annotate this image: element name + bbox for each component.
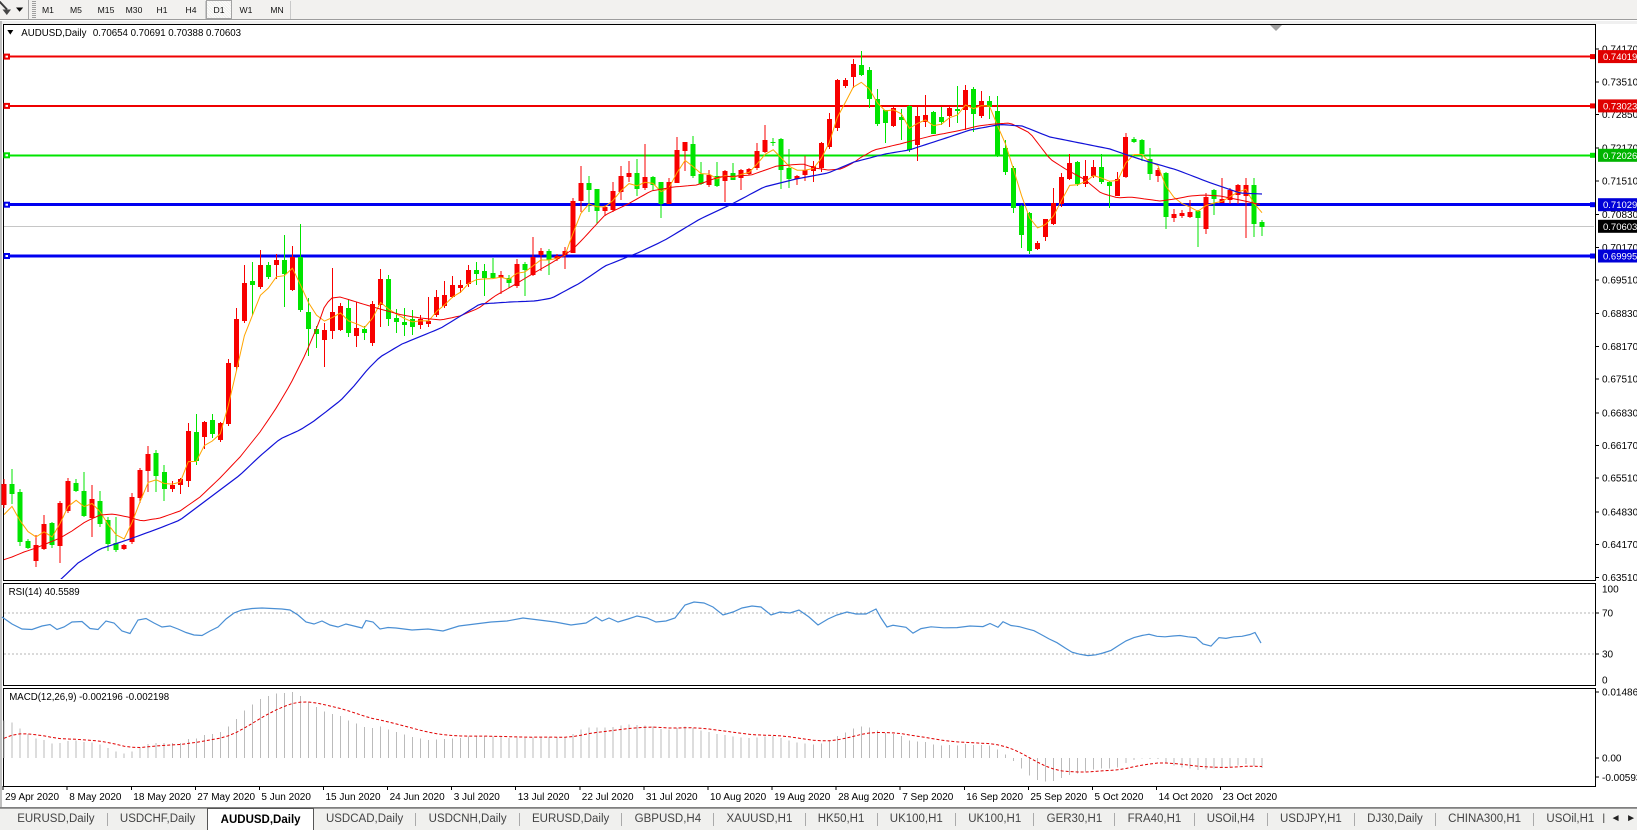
svg-text:19 Aug 2020: 19 Aug 2020 — [774, 792, 831, 803]
svg-text:0.66170: 0.66170 — [1602, 441, 1637, 452]
svg-text:5 Oct 2020: 5 Oct 2020 — [1095, 792, 1144, 803]
svg-text:7 Sep 2020: 7 Sep 2020 — [902, 792, 954, 803]
svg-text:0.014861: 0.014861 — [1602, 688, 1637, 699]
svg-text:5 Jun 2020: 5 Jun 2020 — [261, 792, 311, 803]
svg-text:0.64170: 0.64170 — [1602, 540, 1637, 551]
svg-text:0.67510: 0.67510 — [1602, 375, 1637, 386]
svg-text:RSI(14) 40.5589: RSI(14) 40.5589 — [9, 587, 80, 598]
svg-text:16 Sep 2020: 16 Sep 2020 — [966, 792, 1023, 803]
svg-text:0: 0 — [1602, 675, 1608, 686]
svg-text:27 May 2020: 27 May 2020 — [197, 792, 255, 803]
svg-text:0.00: 0.00 — [1602, 754, 1622, 765]
svg-text:23 Oct 2020: 23 Oct 2020 — [1223, 792, 1278, 803]
svg-text:0.70654 0.70691 0.70388 0.7060: 0.70654 0.70691 0.70388 0.70603 — [93, 28, 241, 39]
svg-text:10 Aug 2020: 10 Aug 2020 — [710, 792, 767, 803]
svg-text:0.65510: 0.65510 — [1602, 474, 1637, 485]
svg-text:-0.005938: -0.005938 — [1602, 773, 1637, 784]
svg-text:8 May 2020: 8 May 2020 — [69, 792, 122, 803]
svg-text:0.70830: 0.70830 — [1602, 210, 1637, 221]
svg-text:25 Sep 2020: 25 Sep 2020 — [1030, 792, 1087, 803]
svg-text:24 Jun 2020: 24 Jun 2020 — [390, 792, 445, 803]
svg-text:0.66830: 0.66830 — [1602, 408, 1637, 419]
svg-text:0.68170: 0.68170 — [1602, 342, 1637, 353]
svg-text:AUDUSD,Daily: AUDUSD,Daily — [21, 28, 86, 39]
svg-text:0.72026: 0.72026 — [1603, 151, 1637, 162]
svg-text:0.69510: 0.69510 — [1602, 276, 1637, 287]
svg-text:0.70170: 0.70170 — [1602, 243, 1637, 254]
svg-text:0.73510: 0.73510 — [1602, 77, 1637, 88]
svg-text:0.71029: 0.71029 — [1603, 200, 1637, 211]
svg-text:0.70603: 0.70603 — [1603, 222, 1637, 233]
svg-text:29 Apr 2020: 29 Apr 2020 — [5, 792, 59, 803]
svg-text:15 Jun 2020: 15 Jun 2020 — [326, 792, 381, 803]
svg-text:70: 70 — [1602, 609, 1614, 620]
svg-text:0.72850: 0.72850 — [1602, 110, 1637, 121]
svg-text:14 Oct 2020: 14 Oct 2020 — [1159, 792, 1214, 803]
svg-text:0.64830: 0.64830 — [1602, 507, 1637, 518]
svg-text:0.71510: 0.71510 — [1602, 176, 1637, 187]
svg-text:28 Aug 2020: 28 Aug 2020 — [838, 792, 895, 803]
svg-text:30: 30 — [1602, 649, 1614, 660]
svg-text:100: 100 — [1602, 585, 1619, 596]
svg-text:31 Jul 2020: 31 Jul 2020 — [646, 792, 698, 803]
svg-text:3 Jul 2020: 3 Jul 2020 — [454, 792, 501, 803]
svg-text:0.73023: 0.73023 — [1603, 101, 1637, 112]
svg-text:0.68830: 0.68830 — [1602, 309, 1637, 320]
svg-text:0.74019: 0.74019 — [1603, 52, 1637, 63]
svg-text:18 May 2020: 18 May 2020 — [133, 792, 191, 803]
svg-text:22 Jul 2020: 22 Jul 2020 — [582, 792, 634, 803]
svg-text:0.63510: 0.63510 — [1602, 573, 1637, 584]
svg-text:0.69995: 0.69995 — [1603, 252, 1637, 263]
svg-text:13 Jul 2020: 13 Jul 2020 — [518, 792, 570, 803]
svg-text:MACD(12,26,9) -0.002196 -0.002: MACD(12,26,9) -0.002196 -0.002198 — [9, 692, 169, 703]
